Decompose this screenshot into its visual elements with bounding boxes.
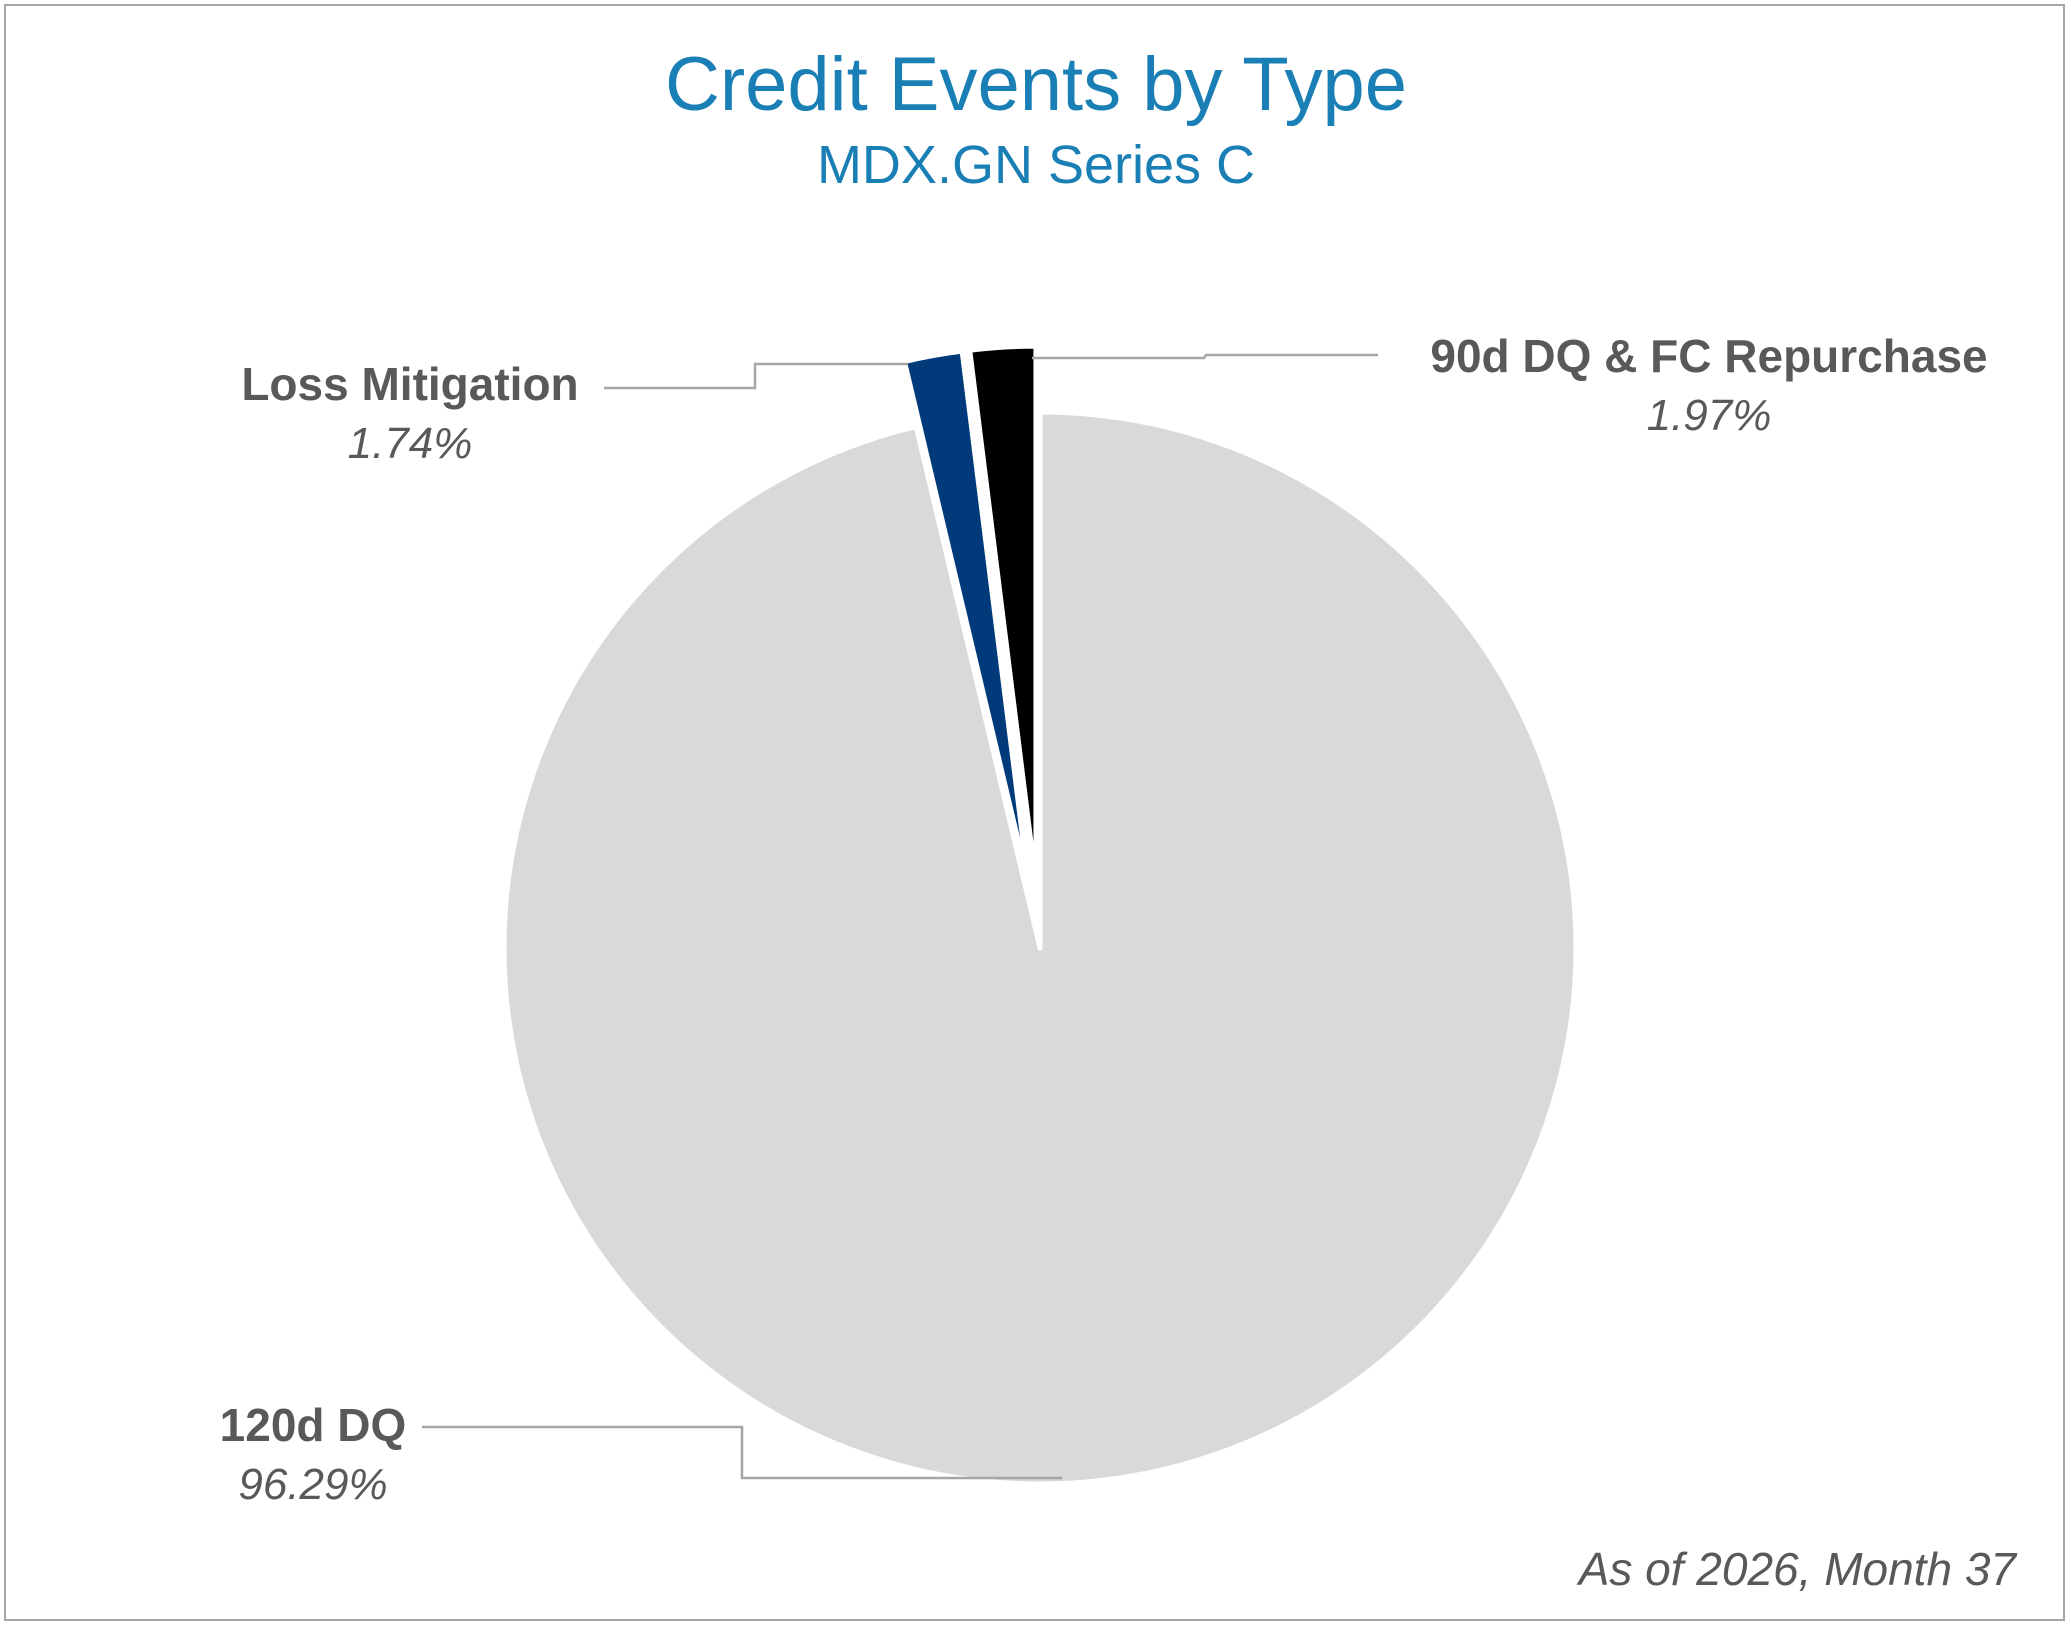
pie-slices [501, 343, 1579, 1487]
slice-label-120d-dq: 120d DQ [220, 1399, 407, 1451]
chart-footnote: As of 2026, Month 37 [1576, 1543, 2018, 1595]
chart-title: Credit Events by Type [665, 42, 1407, 127]
slice-value-loss-mitigation: 1.74% [348, 419, 473, 468]
slice-label-90d-dq-fc-repurchase: 90d DQ & FC Repurchase [1430, 330, 1987, 382]
slice-value-120d-dq: 96.29% [238, 1460, 387, 1509]
leader-line-loss-mitigation [604, 362, 908, 390]
slice-value-90d-dq-fc-repurchase: 1.97% [1647, 391, 1772, 440]
slice-label-loss-mitigation: Loss Mitigation [241, 358, 578, 410]
pie-slice-90d-dq-fc-repurchase [967, 343, 1039, 885]
chart-subtitle: MDX.GN Series C [817, 135, 1255, 195]
leader-line-120d-dq [422, 1425, 1062, 1480]
pie-slice-120d-dq [501, 409, 1579, 1487]
leader-line-90d-dq-fc-repurchase [1032, 353, 1378, 360]
pie-slice-loss-mitigation [901, 348, 1031, 886]
